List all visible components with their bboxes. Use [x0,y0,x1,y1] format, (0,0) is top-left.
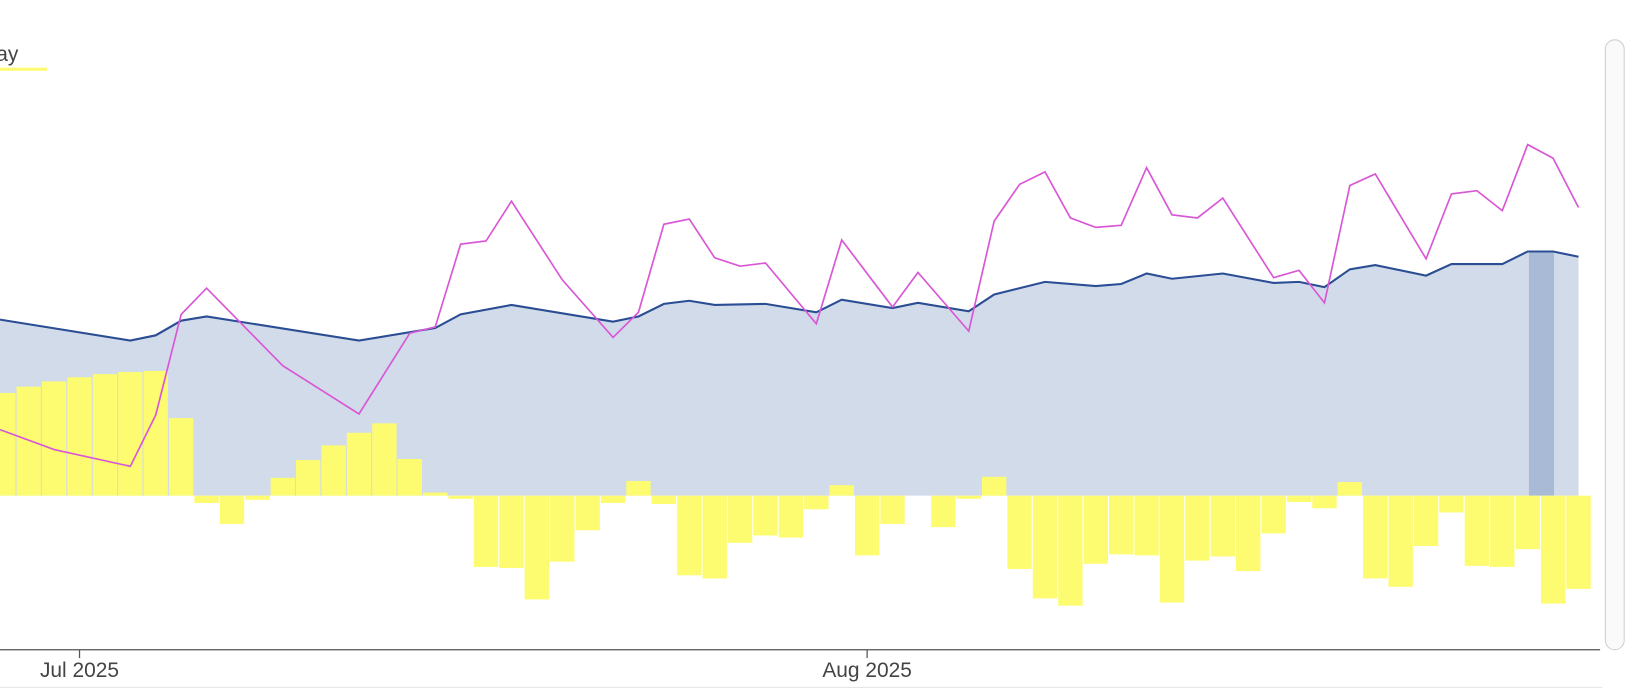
bar [1134,495,1159,556]
bar [1388,495,1413,587]
bar [677,495,702,576]
bar [1210,495,1236,557]
bar [1083,495,1108,564]
scrollbar[interactable] [1604,39,1625,651]
bar [981,476,1007,496]
bar [626,480,651,496]
plot-area [0,251,1591,606]
bar [1363,495,1388,579]
bar [1439,495,1464,513]
bar [702,495,727,579]
bar [1286,495,1312,502]
bar [168,418,194,496]
bar [1109,495,1134,555]
bar [372,423,397,496]
bar [0,392,16,496]
bar [92,374,118,496]
bar [804,495,829,510]
bar [270,477,295,496]
bar [1515,495,1540,550]
bar [1007,495,1032,570]
bar [1236,495,1261,572]
bar [1566,495,1591,589]
bar [778,495,804,538]
bar [1413,495,1439,546]
bar [1058,495,1083,606]
bar [1464,495,1490,566]
bar [854,495,880,556]
bar [397,458,422,496]
bar [550,495,575,562]
bar [931,495,956,528]
bar [651,495,677,505]
bar [1490,495,1515,567]
bar [118,372,143,496]
bar [600,495,626,503]
bar [1261,495,1286,534]
bar [727,495,753,543]
bar [67,377,92,496]
bar [321,445,346,496]
bar [524,495,550,600]
bar [296,460,321,496]
x-tick-label: Aug 2025 [822,659,912,682]
bar [880,495,905,524]
bar [575,495,600,531]
bar [143,370,168,496]
bar [753,495,778,536]
bar [346,432,372,496]
lines [0,143,1580,468]
bar [829,485,854,496]
bar [499,495,524,568]
bar [1159,495,1185,603]
bar [1312,495,1337,509]
area-line [0,250,1579,342]
legend-label: lay [0,43,19,66]
bar [219,495,245,524]
line [0,143,1580,468]
bar [194,495,219,503]
bar [41,381,67,496]
bar [448,495,473,499]
area-fill [0,251,1579,496]
bar [1185,495,1210,561]
bar [473,495,499,567]
bar [956,495,981,499]
bar [423,492,448,496]
x-tick-label: Jul 2025 [40,659,119,682]
bar [1032,495,1058,599]
bar [245,495,270,500]
bar-series [0,370,1591,606]
bar [1337,482,1363,496]
bar [16,386,41,496]
hover-band [1528,251,1555,496]
bar [1540,495,1566,604]
